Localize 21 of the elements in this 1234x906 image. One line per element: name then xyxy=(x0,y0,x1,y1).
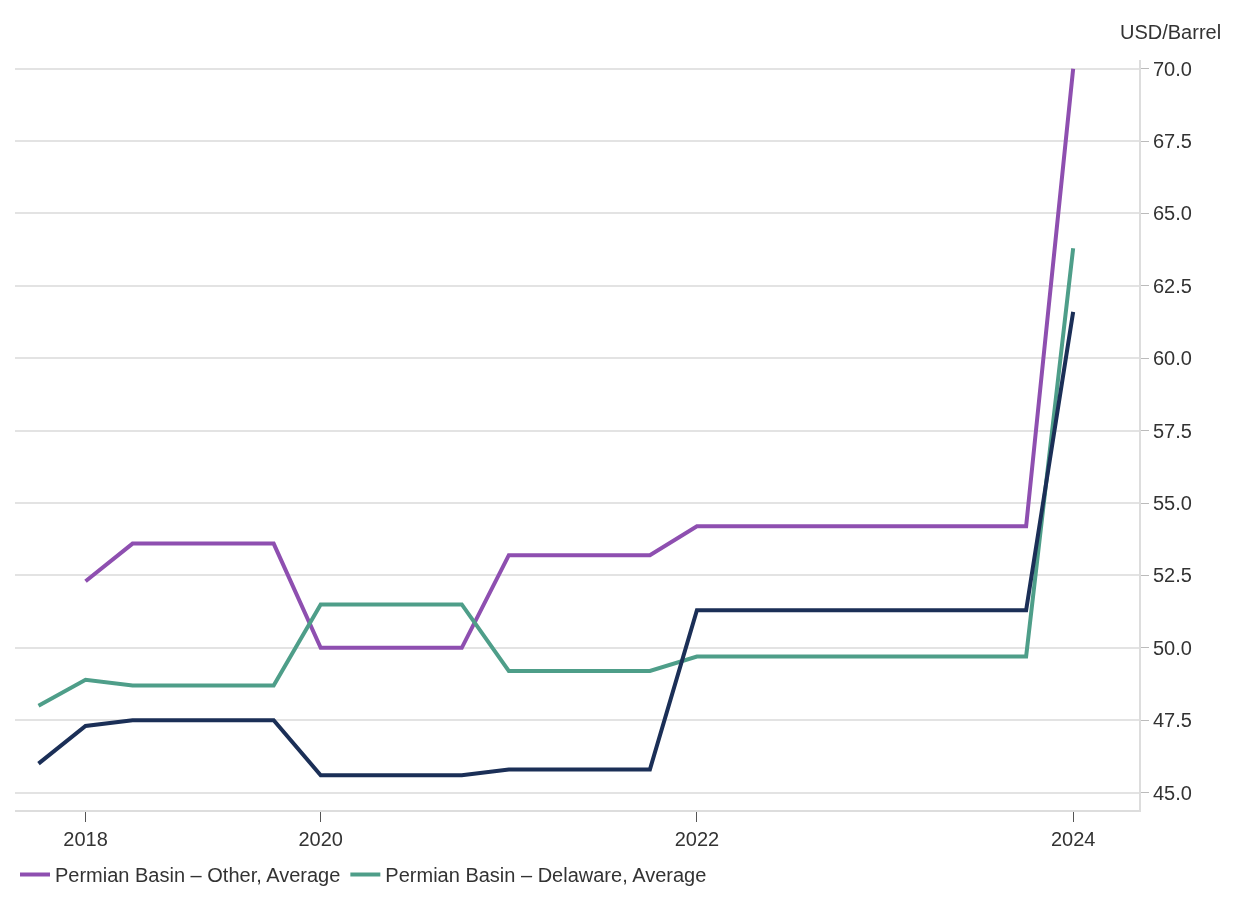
y-tick-label: 52.5 xyxy=(1153,564,1192,587)
y-tick-label: 55.0 xyxy=(1153,492,1192,515)
legend-label: Permian Basin – Delaware, Average xyxy=(385,864,707,887)
y-tick-label: 70.0 xyxy=(1153,57,1192,80)
y-tick-label: 57.5 xyxy=(1153,419,1192,442)
y-tick-label: 60.0 xyxy=(1153,347,1192,370)
y-axis-title: USD/Barrel xyxy=(1120,21,1222,43)
y-tick-label: 67.5 xyxy=(1153,130,1192,153)
x-tick-label: 2018 xyxy=(63,828,108,850)
y-tick-label: 50.0 xyxy=(1153,636,1192,659)
y-tick-label: 65.0 xyxy=(1153,202,1192,225)
y-tick-label: 47.5 xyxy=(1153,709,1192,732)
y-tick-label: 45.0 xyxy=(1153,781,1192,804)
x-tick-label: 2020 xyxy=(298,828,343,850)
x-tick-label: 2022 xyxy=(674,828,720,850)
line-series xyxy=(83,66,1076,650)
line-series xyxy=(36,309,1076,778)
line-series xyxy=(36,246,1076,708)
legend-label: Permian Basin – Other, Average xyxy=(55,864,341,887)
x-tick-label: 2024 xyxy=(1050,828,1096,850)
y-tick-label: 62.5 xyxy=(1153,274,1192,297)
